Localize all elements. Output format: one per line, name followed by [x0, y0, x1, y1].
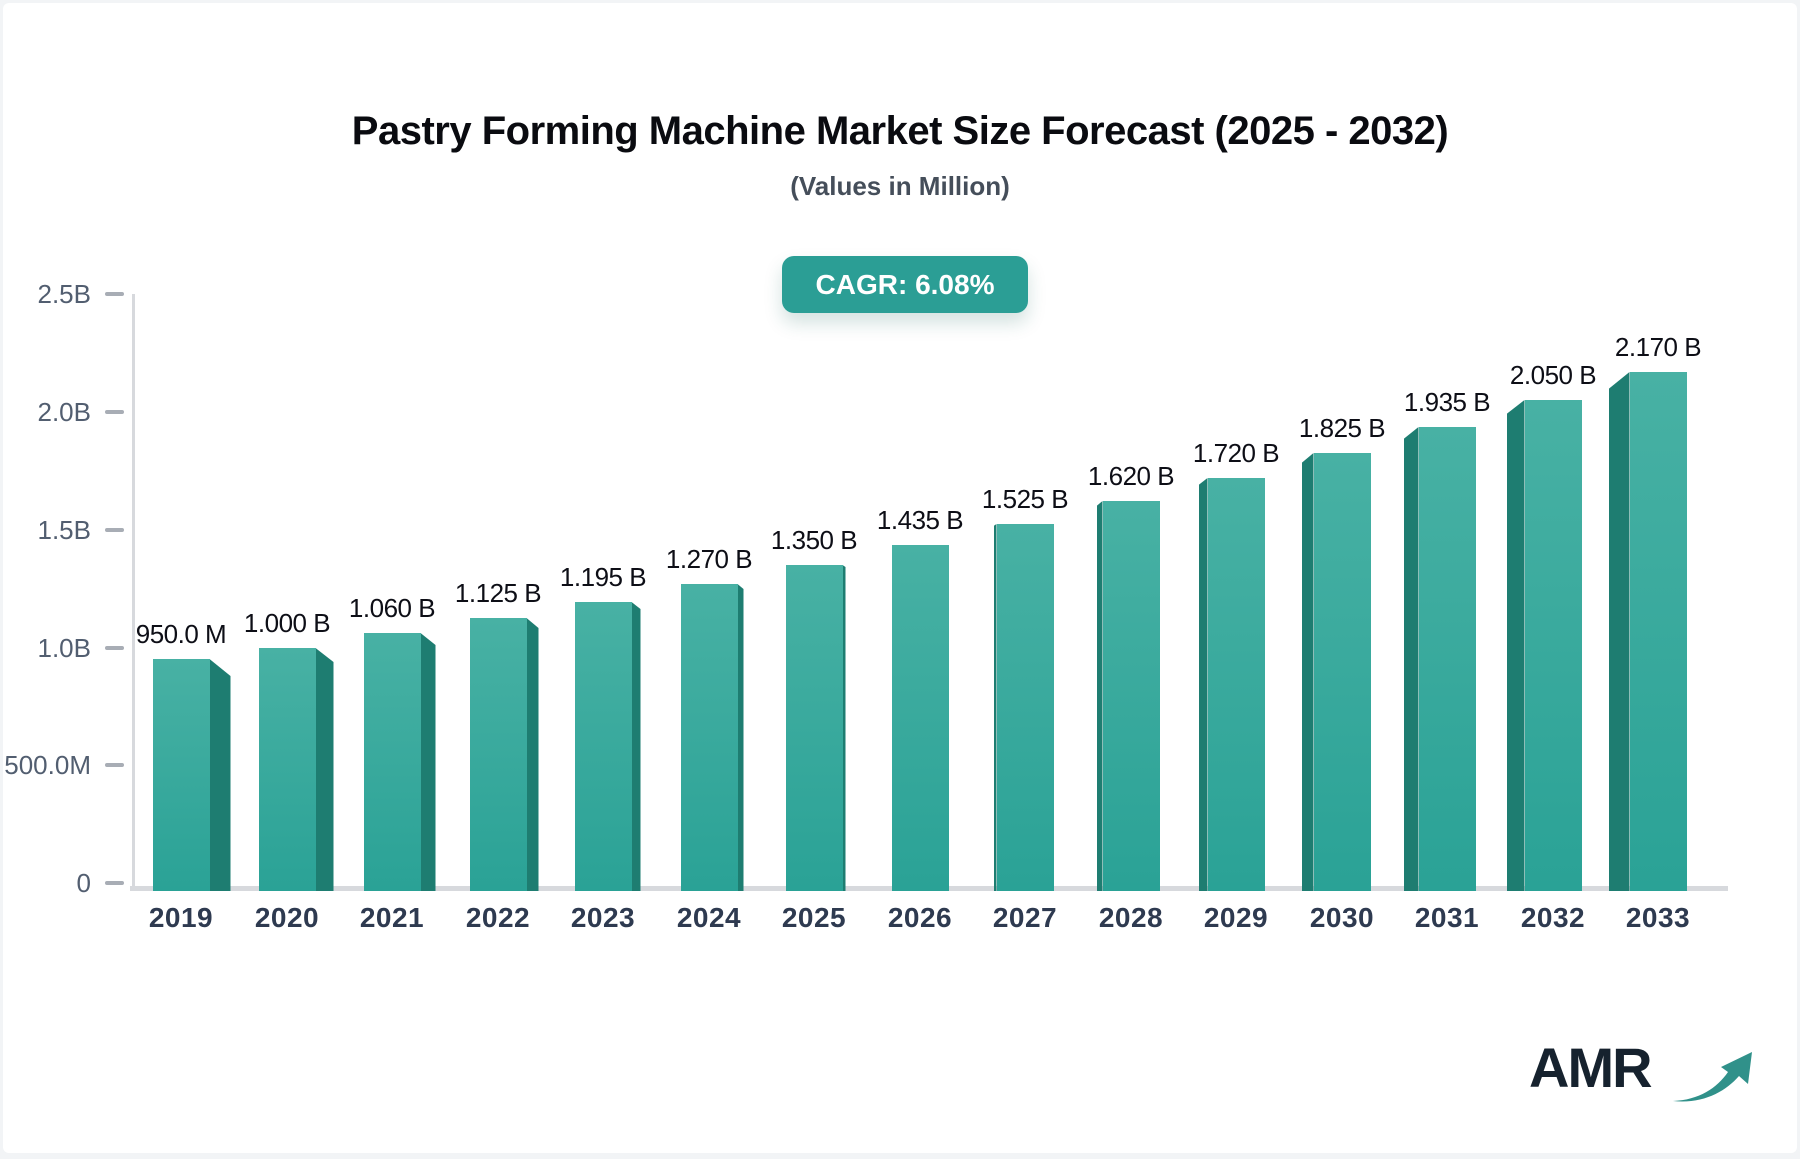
bar-value-label: 1.195 B — [559, 562, 647, 592]
x-axis-label: 2033 — [1625, 902, 1691, 933]
bar-side-face — [526, 618, 539, 891]
bar-value-label: 1.620 B — [1087, 461, 1175, 491]
bar-side-face — [1608, 372, 1630, 891]
bar-side-face — [209, 659, 231, 891]
x-axis-label: 2022 — [465, 902, 531, 933]
bar-value-label: 950.0 M — [135, 619, 227, 649]
bar-face — [363, 633, 421, 891]
bar-value-label: 2.170 B — [1614, 332, 1702, 362]
bar-value-label: 1.435 B — [876, 505, 964, 535]
bar-value-label: 1.000 B — [243, 608, 331, 638]
bar-face — [785, 565, 843, 891]
y-axis-tick-mark — [105, 645, 124, 650]
x-axis-label: 2026 — [887, 902, 953, 933]
y-axis-tick-mark — [105, 527, 124, 532]
bar-face — [891, 545, 949, 891]
bar-face — [996, 524, 1054, 891]
bar-value-label: 1.935 B — [1403, 387, 1491, 417]
bar-side-face — [993, 524, 997, 891]
bar-side-face — [1198, 478, 1208, 891]
x-axis-label: 2027 — [992, 902, 1058, 933]
bar-side-face — [420, 633, 436, 891]
x-axis-label: 2028 — [1098, 902, 1164, 933]
bar-side-face — [842, 565, 846, 891]
y-axis-tick-label: 0 — [76, 868, 91, 898]
bar-value-label: 1.825 B — [1298, 413, 1386, 443]
chart-subtitle: (Values in Million) — [790, 171, 1010, 201]
x-axis-label: 2019 — [148, 902, 214, 933]
y-axis-tick-mark — [105, 763, 124, 768]
bar-chart: 2.5B 2.0B 1.5B 1.0B 500.0M 0 950.0 M 2019 1.000 … — [3, 3, 1800, 1159]
y-axis-tick-label: 2.5B — [37, 279, 92, 310]
x-axis-label: 2024 — [676, 902, 742, 933]
bar-side-face — [1096, 501, 1103, 891]
bar-value-label: 1.720 B — [1192, 438, 1280, 468]
bar-side-face — [1301, 453, 1314, 891]
x-axis-label: 2031 — [1414, 902, 1480, 933]
bar-side-face — [1506, 400, 1525, 891]
bar-value-label: 1.060 B — [348, 593, 436, 623]
bar-value-label: 1.270 B — [665, 544, 753, 574]
bar-face — [152, 659, 210, 891]
x-axis-label: 2023 — [570, 902, 636, 933]
x-axis-label: 2020 — [254, 902, 320, 933]
bar-face — [1524, 400, 1582, 891]
trend-arrow-icon — [1673, 1052, 1752, 1102]
bar-face — [1207, 478, 1265, 891]
chart-card: Pastry Forming Machine Market Size Forec… — [3, 3, 1797, 1153]
cagr-badge: CAGR: 6.08% — [782, 256, 1028, 313]
bar-side-face — [737, 584, 744, 891]
bar-side-face — [1403, 427, 1419, 891]
bar-face — [680, 584, 738, 891]
y-axis-line — [132, 294, 135, 889]
x-axis-label: 2025 — [781, 902, 847, 933]
bar-value-label: 1.525 B — [981, 484, 1069, 514]
amr-logo-text: AMR — [1529, 1036, 1653, 1099]
y-axis-tick-mark — [105, 292, 124, 297]
bar-face — [1629, 372, 1687, 891]
bar-side-face — [315, 648, 334, 891]
bar-face — [258, 648, 316, 891]
bar-side-face — [631, 602, 641, 891]
bar-face — [469, 618, 527, 891]
bar-face — [1418, 427, 1476, 891]
y-axis-tick-mark — [105, 410, 124, 414]
y-axis-tick-label: 500.0M — [4, 750, 91, 781]
y-axis-tick-mark — [105, 881, 124, 885]
y-axis-tick-label: 1.0B — [37, 632, 92, 663]
amr-logo: AMR — [1529, 1035, 1752, 1115]
y-axis-tick-label: 2.0B — [37, 397, 92, 427]
bar-face — [1102, 501, 1160, 891]
y-axis-tick-label: 1.5B — [37, 514, 92, 545]
bar-face — [1313, 453, 1371, 891]
chart-title: Pastry Forming Machine Market Size Forec… — [351, 109, 1449, 153]
x-axis-label: 2030 — [1309, 902, 1375, 933]
x-axis-label: 2032 — [1520, 902, 1586, 933]
bar-value-label: 1.125 B — [454, 578, 542, 608]
bar-value-label: 1.350 B — [770, 525, 858, 555]
bar-face — [574, 602, 632, 891]
x-axis-label: 2021 — [359, 902, 425, 933]
x-axis-label: 2029 — [1203, 902, 1269, 933]
bar-value-label: 2.050 B — [1509, 360, 1597, 390]
